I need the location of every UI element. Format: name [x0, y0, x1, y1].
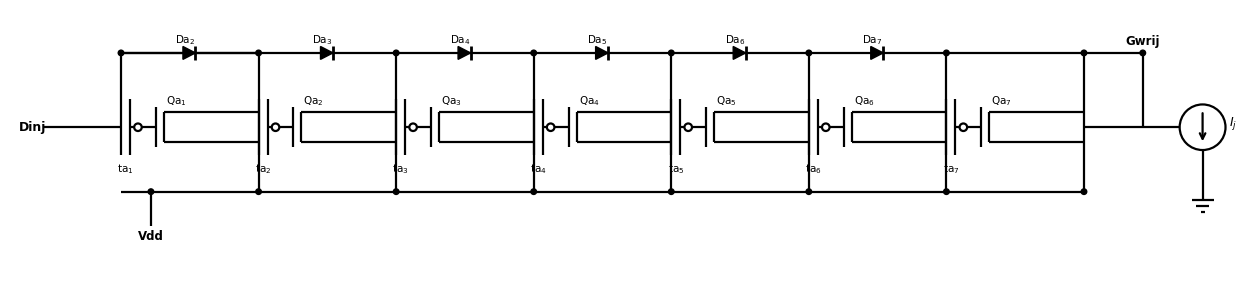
- Polygon shape: [320, 46, 334, 59]
- Circle shape: [118, 50, 124, 56]
- Text: Gwrij: Gwrij: [1126, 35, 1161, 48]
- Polygon shape: [595, 46, 608, 59]
- Polygon shape: [458, 46, 470, 59]
- Circle shape: [684, 123, 692, 131]
- Text: $I_j$: $I_j$: [1229, 115, 1236, 132]
- Text: Qa$_5$: Qa$_5$: [717, 95, 737, 108]
- Text: ta$_5$: ta$_5$: [667, 162, 684, 176]
- Text: Qa$_7$: Qa$_7$: [991, 95, 1012, 108]
- Text: Da$_2$: Da$_2$: [175, 34, 195, 48]
- Circle shape: [1081, 189, 1086, 194]
- Circle shape: [531, 189, 537, 194]
- Text: Da$_5$: Da$_5$: [588, 34, 608, 48]
- Text: Qa$_2$: Qa$_2$: [304, 95, 324, 108]
- Circle shape: [944, 50, 949, 56]
- Polygon shape: [870, 46, 883, 59]
- Circle shape: [960, 123, 967, 131]
- Circle shape: [806, 189, 812, 194]
- Circle shape: [1081, 50, 1086, 56]
- Circle shape: [393, 189, 399, 194]
- Circle shape: [255, 50, 262, 56]
- Text: Qa$_1$: Qa$_1$: [166, 95, 186, 108]
- Text: ta$_2$: ta$_2$: [255, 162, 272, 176]
- Circle shape: [944, 189, 949, 194]
- Circle shape: [255, 189, 262, 194]
- Polygon shape: [733, 46, 745, 59]
- Text: Da$_6$: Da$_6$: [724, 34, 745, 48]
- Circle shape: [822, 123, 830, 131]
- Text: Da$_7$: Da$_7$: [862, 34, 883, 48]
- Text: Da$_4$: Da$_4$: [450, 34, 470, 48]
- Text: Qa$_6$: Qa$_6$: [853, 95, 874, 108]
- Circle shape: [409, 123, 417, 131]
- Circle shape: [668, 50, 675, 56]
- Text: Qa$_3$: Qa$_3$: [441, 95, 461, 108]
- Text: Dinj: Dinj: [20, 121, 47, 134]
- Text: Da$_3$: Da$_3$: [312, 34, 332, 48]
- Circle shape: [806, 50, 812, 56]
- Circle shape: [393, 50, 399, 56]
- Text: ta$_7$: ta$_7$: [942, 162, 960, 176]
- Circle shape: [531, 50, 537, 56]
- Circle shape: [148, 189, 154, 194]
- Text: ta$_3$: ta$_3$: [392, 162, 409, 176]
- Circle shape: [668, 189, 675, 194]
- Polygon shape: [184, 46, 196, 59]
- Circle shape: [1140, 50, 1146, 56]
- Text: Qa$_4$: Qa$_4$: [579, 95, 599, 108]
- Circle shape: [272, 123, 279, 131]
- Text: ta$_4$: ta$_4$: [529, 162, 547, 176]
- Circle shape: [1179, 104, 1225, 150]
- Text: Vdd: Vdd: [138, 230, 164, 243]
- Text: ta$_6$: ta$_6$: [805, 162, 822, 176]
- Circle shape: [134, 123, 141, 131]
- Circle shape: [547, 123, 554, 131]
- Text: ta$_1$: ta$_1$: [118, 162, 134, 176]
